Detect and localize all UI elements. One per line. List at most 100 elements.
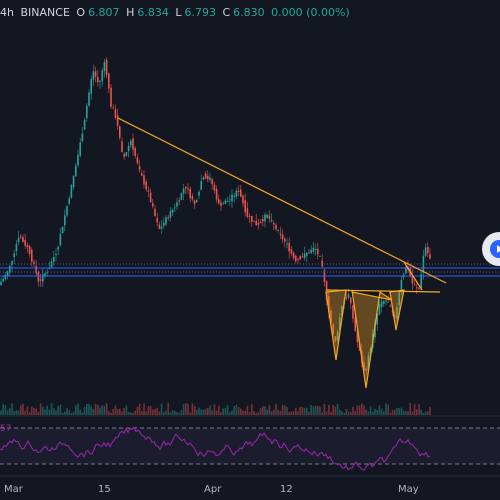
candle	[134, 148, 136, 156]
x-axis-label: Mar	[4, 484, 23, 495]
volume-bar	[279, 410, 282, 415]
volume-bar	[207, 407, 209, 415]
candle	[385, 300, 387, 302]
candle	[292, 252, 295, 259]
candle	[165, 217, 167, 225]
candle	[231, 194, 233, 202]
candle	[13, 253, 15, 258]
candle	[39, 279, 42, 281]
low-value: 6.793	[184, 6, 216, 19]
candle	[20, 236, 22, 238]
x-axis-label: 12	[280, 484, 293, 495]
candle	[400, 280, 403, 291]
volume-bar	[213, 404, 216, 415]
candle	[147, 190, 150, 192]
candle	[83, 119, 86, 130]
volume-bar	[20, 405, 22, 415]
volume-bar	[130, 412, 132, 415]
candle	[55, 253, 57, 256]
volume-bar	[407, 411, 409, 415]
candle	[237, 190, 240, 192]
pattern-right-shoulder[interactable]	[389, 289, 405, 331]
volume-bar	[418, 404, 420, 415]
rsi-line	[0, 426, 431, 471]
candle	[334, 336, 337, 342]
descending-trendline[interactable]	[117, 117, 447, 284]
candle	[57, 246, 59, 250]
volume-bar	[92, 408, 95, 415]
candle	[312, 247, 315, 252]
pattern-left-shoulder[interactable]	[325, 289, 347, 361]
volume-bar	[72, 411, 75, 415]
candle	[332, 324, 334, 335]
candle	[253, 220, 255, 222]
candle	[226, 200, 229, 202]
volume-bar	[312, 406, 315, 415]
candle	[191, 196, 194, 200]
volume-bar	[275, 403, 277, 415]
candle	[163, 222, 165, 226]
volume-bar	[380, 408, 383, 415]
candle	[136, 157, 139, 164]
candle	[24, 239, 26, 246]
change-value: 0.000 (0.00%)	[271, 6, 350, 19]
volume-bar	[319, 406, 321, 415]
candle	[328, 296, 330, 313]
candle	[325, 281, 328, 301]
candle	[48, 268, 51, 270]
volume-bar	[405, 410, 407, 415]
volume-bar	[136, 406, 139, 415]
candle	[28, 245, 31, 255]
candle	[112, 107, 114, 109]
candle	[97, 76, 99, 83]
x-axis-label: May	[398, 484, 419, 495]
volume-bar	[169, 412, 172, 415]
volume-bar	[138, 403, 141, 415]
candle	[33, 261, 35, 265]
candle	[174, 207, 176, 209]
candle	[418, 288, 420, 290]
volume-bar	[268, 405, 271, 415]
volume-bar	[231, 410, 233, 415]
volume-bar	[290, 411, 293, 415]
volume-bar	[297, 411, 299, 415]
candle	[224, 200, 227, 204]
x-axis-label: Apr	[204, 484, 222, 495]
candle	[376, 313, 378, 325]
high-label: H	[126, 6, 135, 19]
rsi-value: 57	[0, 424, 12, 434]
volume-bar	[303, 407, 306, 415]
open-label: O	[76, 6, 86, 19]
volume-bar	[394, 409, 396, 415]
volume-bar	[235, 405, 238, 415]
candle	[405, 267, 407, 274]
volume-bar	[270, 411, 273, 415]
volume-bar	[244, 410, 246, 415]
volume-bar	[330, 412, 332, 415]
candle	[132, 138, 134, 150]
volume-bar	[116, 409, 119, 415]
candle	[187, 188, 189, 190]
candle	[248, 216, 251, 218]
volume-bar	[383, 411, 385, 415]
pattern-neckline[interactable]	[325, 289, 441, 293]
candle	[2, 278, 4, 282]
candle	[105, 59, 108, 75]
low-label: L	[175, 6, 182, 19]
pattern-extension	[403, 261, 423, 291]
volume-bar	[145, 411, 147, 415]
interval-label: 4h	[0, 6, 14, 19]
volume-bar	[53, 408, 55, 415]
volume-bar	[134, 410, 136, 415]
volume-bar	[94, 403, 97, 415]
candle	[114, 109, 117, 118]
rsi-band	[0, 428, 500, 464]
volume-bar	[66, 408, 68, 415]
pattern-head[interactable]	[351, 289, 393, 389]
candle	[9, 265, 11, 273]
candle	[229, 199, 231, 201]
volume-bar	[409, 403, 411, 415]
candle	[204, 173, 207, 179]
scroll-to-realtime-button[interactable]	[482, 232, 500, 266]
